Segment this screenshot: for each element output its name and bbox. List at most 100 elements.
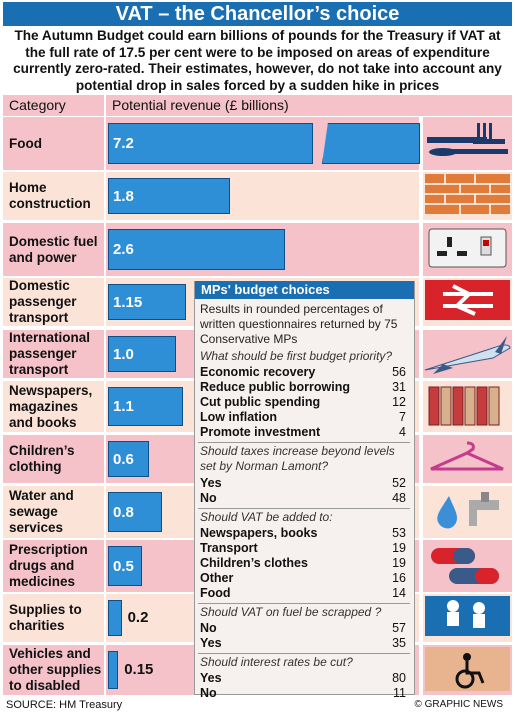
panel-question: Should taxes increase beyond levels set … — [200, 444, 395, 473]
bar — [108, 600, 122, 636]
bar-label: 0.8 — [108, 492, 163, 532]
bar-value-label: 0.2 — [127, 609, 149, 626]
answer-value: 80 — [392, 671, 406, 685]
category-label: Children’s clothing — [3, 435, 104, 483]
answer-label: No — [200, 686, 217, 700]
category-label: Domestic passenger transport — [3, 278, 104, 326]
answer-label: Children’s clothes — [200, 556, 308, 570]
category-label: Water and sewage services — [3, 486, 104, 538]
answer-label: Promote investment — [200, 425, 321, 439]
bar-label: 1.8 — [108, 178, 231, 214]
airplane-icon — [423, 330, 512, 378]
panel-divider — [198, 653, 410, 654]
panel-answer: Yes 52 — [200, 476, 406, 491]
panel-answer: No 48 — [200, 491, 406, 506]
category-label: Vehicles and other supplies to disabled — [3, 645, 104, 695]
answer-label: Other — [200, 571, 234, 585]
wheelchair-icon — [423, 645, 512, 695]
panel-title: MPs' budget choices — [195, 281, 414, 299]
answer-value: 19 — [392, 541, 406, 555]
panel-answer: Promote investment 4 — [200, 425, 406, 440]
answer-value: 19 — [392, 556, 406, 570]
category-label: Prescription drugs and medicines — [3, 540, 104, 592]
panel-answer: Cut public spending 12 — [200, 395, 406, 410]
answer-value: 48 — [392, 491, 406, 505]
answer-value: 12 — [392, 395, 406, 409]
credit-text: © GRAPHIC NEWS — [414, 699, 504, 710]
books-icon — [423, 381, 512, 432]
answer-label: Yes — [200, 476, 222, 490]
category-label: Food — [3, 117, 104, 170]
answer-value: 57 — [392, 621, 406, 635]
british-rail-icon — [423, 278, 512, 326]
page-title: VAT – the Chancellor’s choice — [3, 2, 512, 26]
header-revenue: Potential revenue (£ billions) — [106, 95, 512, 116]
panel-answer: No 11 — [200, 686, 406, 701]
header-category: Category — [3, 95, 104, 116]
answer-label: No — [200, 621, 217, 635]
panel-divider — [198, 603, 410, 604]
panel-question: Should VAT be added to: — [200, 510, 333, 524]
panel-answer: Transport 19 — [200, 541, 406, 556]
source-text: SOURCE: HM Treasury — [6, 699, 123, 711]
panel-note: Results in rounded percentages of writte… — [200, 302, 398, 346]
panel-question: What should be first budget priority? — [200, 349, 393, 363]
answer-label: Transport — [200, 541, 258, 555]
intro-text: The Autumn Budget could earn billions of… — [13, 28, 502, 93]
panel-answer: Other 16 — [200, 571, 406, 586]
answer-value: 31 — [392, 380, 406, 394]
pills-icon — [423, 540, 512, 592]
bar-value-label: 0.15 — [124, 661, 154, 678]
panel-answer: Yes 80 — [200, 671, 406, 686]
bar-label: 1.15 — [108, 284, 187, 320]
category-label: Supplies to charities — [3, 594, 104, 642]
answer-value: 7 — [399, 410, 406, 424]
answer-label: Low inflation — [200, 410, 278, 424]
category-label: Newspapers, magazines and books — [3, 381, 104, 432]
panel-question: Should interest rates be cut? — [200, 655, 353, 669]
answer-value: 52 — [392, 476, 406, 490]
category-label: Domestic fuel and power — [3, 223, 104, 276]
bar-label: 1.1 — [108, 387, 183, 426]
bar-label: 0.5 — [108, 546, 142, 586]
answer-value: 16 — [392, 571, 406, 585]
answer-value: 11 — [393, 686, 406, 700]
panel-answer: Reduce public borrowing 31 — [200, 380, 406, 395]
power-socket-icon — [423, 223, 512, 276]
bar-label: 1.0 — [108, 336, 176, 372]
bar-label: 7.2 — [108, 123, 313, 164]
answer-value: 56 — [392, 365, 406, 379]
clothes-hanger-icon — [423, 435, 512, 483]
panel-answer: Food 14 — [200, 586, 406, 601]
mps-budget-panel — [194, 281, 415, 695]
bar — [108, 651, 119, 689]
children-icon — [423, 594, 512, 642]
answer-label: Cut public spending — [200, 395, 321, 409]
category-label: Home construction — [3, 172, 104, 220]
answer-value: 14 — [392, 586, 406, 600]
cutlery-icon — [423, 117, 512, 170]
panel-answer: Newspapers, books 53 — [200, 526, 406, 541]
answer-label: Newspapers, books — [200, 526, 318, 540]
answer-label: Economic recovery — [200, 365, 316, 379]
bar — [322, 123, 420, 164]
answer-label: Yes — [200, 636, 222, 650]
water-tap-icon — [423, 486, 512, 538]
answer-label: Reduce public borrowing — [200, 380, 351, 394]
answer-label: No — [200, 491, 217, 505]
panel-divider — [198, 442, 410, 443]
panel-question: Should VAT on fuel be scrapped ? — [200, 605, 382, 619]
bar-label: 0.6 — [108, 441, 149, 477]
answer-label: Yes — [200, 671, 222, 685]
answer-label: Food — [200, 586, 231, 600]
answer-value: 53 — [392, 526, 406, 540]
panel-answer: No 57 — [200, 621, 406, 636]
panel-answer: Children’s clothes 19 — [200, 556, 406, 571]
bar-label: 2.6 — [108, 229, 285, 270]
panel-answer: Low inflation 7 — [200, 410, 406, 425]
brick-wall-icon — [423, 172, 512, 220]
answer-value: 4 — [399, 425, 406, 439]
panel-answer: Yes 35 — [200, 636, 406, 651]
answer-value: 35 — [392, 636, 406, 650]
panel-divider — [198, 508, 410, 509]
